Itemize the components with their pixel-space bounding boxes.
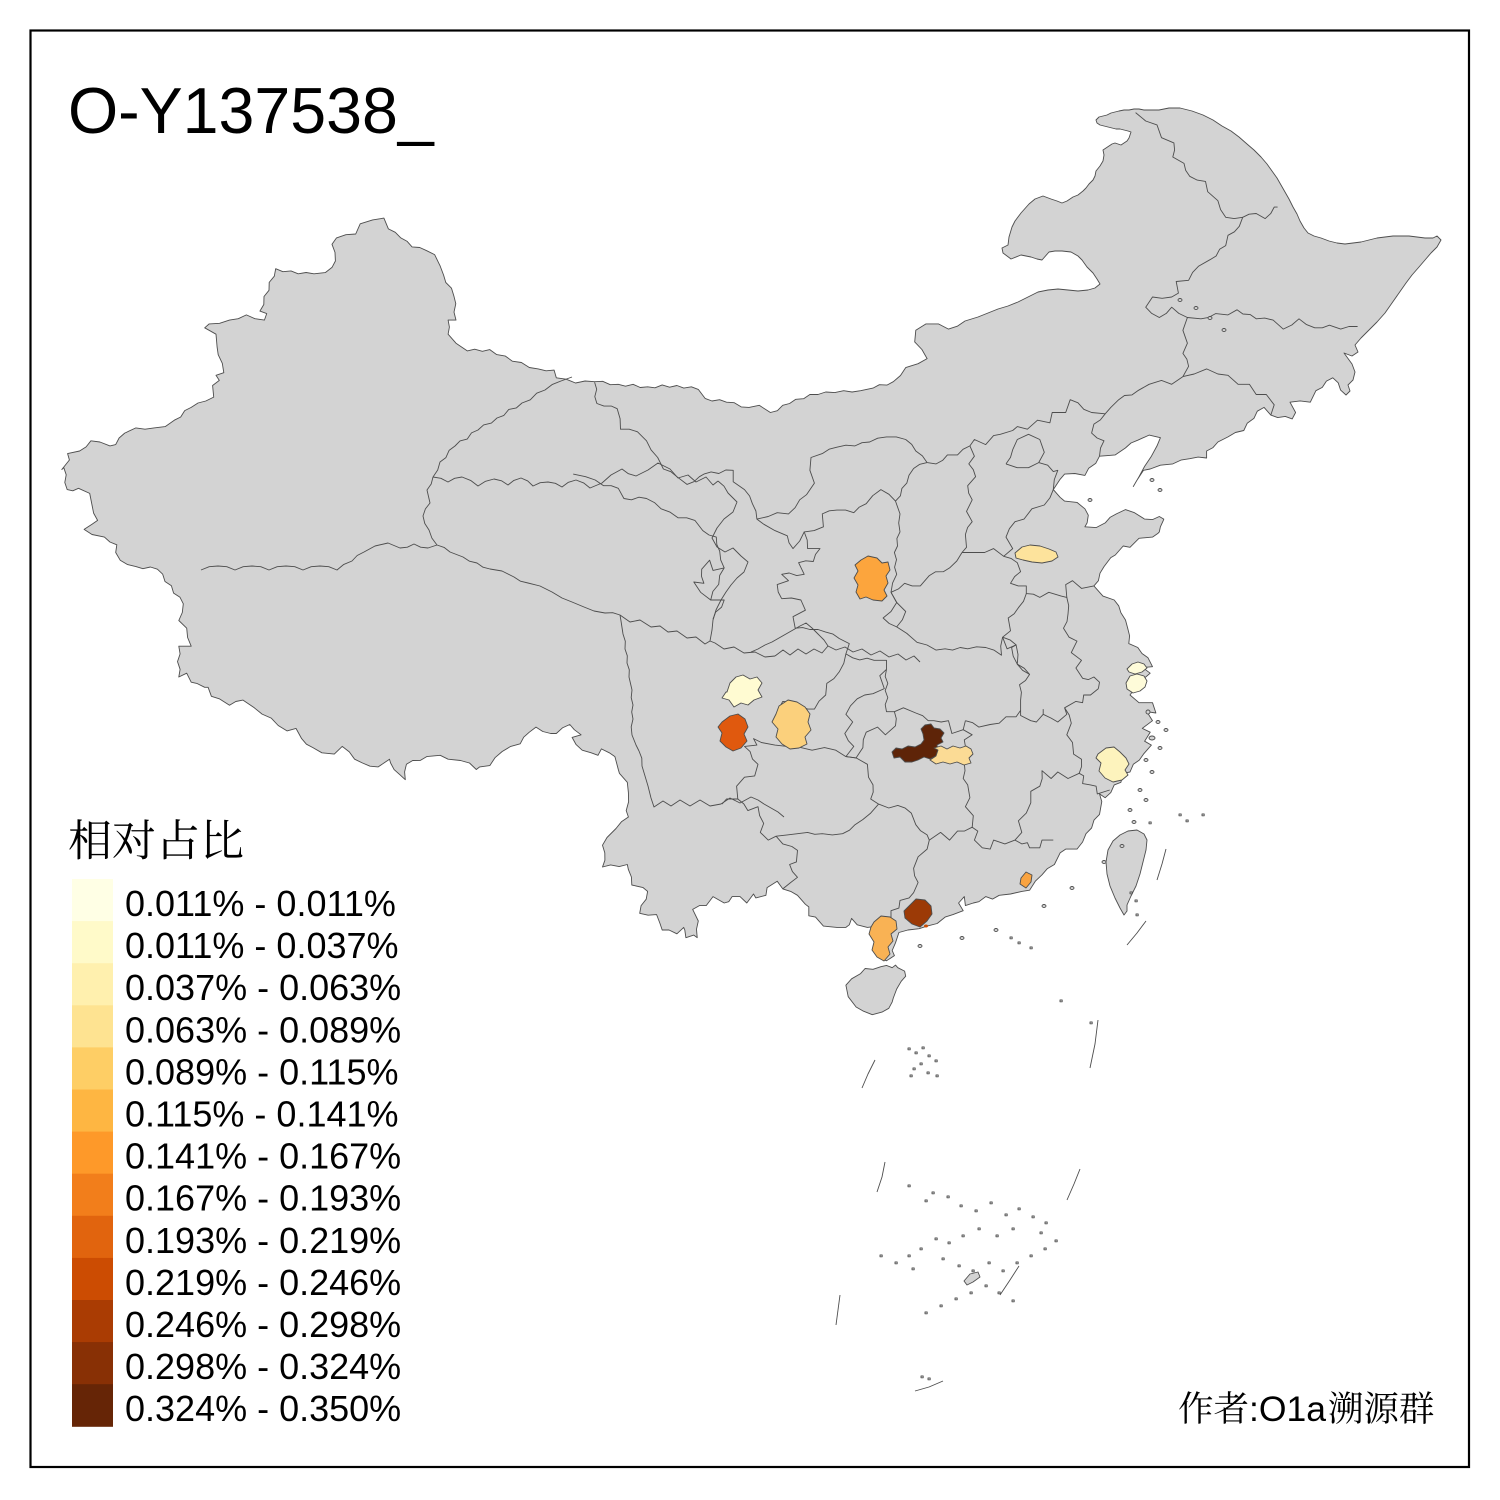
svg-text:O-Y137538_: O-Y137538_	[68, 75, 435, 147]
svg-text:0.141% - 0.167%: 0.141% - 0.167%	[125, 1136, 401, 1177]
svg-text:0.037% - 0.063%: 0.037% - 0.063%	[125, 967, 401, 1008]
svg-text:0.298% - 0.324%: 0.298% - 0.324%	[125, 1346, 401, 1387]
svg-text:0.063% - 0.089%: 0.063% - 0.089%	[125, 1009, 401, 1050]
svg-text:0.011% - 0.011%: 0.011% - 0.011%	[125, 883, 396, 924]
svg-text:0.115% - 0.141%: 0.115% - 0.141%	[125, 1094, 399, 1135]
svg-text:0.011% - 0.037%: 0.011% - 0.037%	[125, 925, 399, 966]
svg-text:0.167% - 0.193%: 0.167% - 0.193%	[125, 1178, 401, 1219]
svg-text:0.089% - 0.115%: 0.089% - 0.115%	[125, 1051, 399, 1092]
svg-text:0.324% - 0.350%: 0.324% - 0.350%	[125, 1388, 401, 1429]
svg-text:0.193% - 0.219%: 0.193% - 0.219%	[125, 1220, 401, 1261]
svg-text:0.246% - 0.298%: 0.246% - 0.298%	[125, 1304, 401, 1345]
svg-text:0.219% - 0.246%: 0.219% - 0.246%	[125, 1262, 401, 1303]
svg-text::O1a: :O1a	[1249, 1389, 1326, 1429]
